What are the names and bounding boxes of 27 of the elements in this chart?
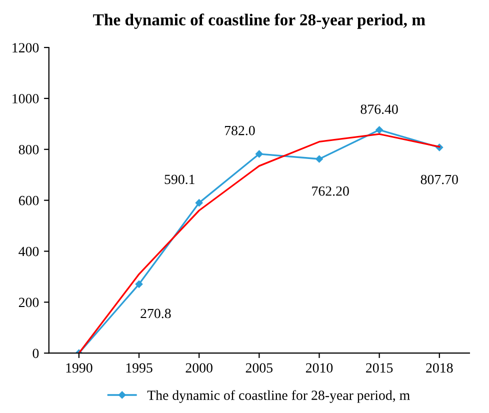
y-tick-label: 1200 [12, 43, 39, 52]
x-tick-label: 2018 [426, 363, 453, 373]
chart-title: The dynamic of coastline for 28-year period, m [93, 14, 426, 29]
point [195, 199, 203, 206]
x-tick-label: 2000 [186, 363, 212, 373]
y-tick-label: 600 [18, 196, 39, 206]
data-label: 876.40 [360, 104, 398, 114]
y-tick-label: 400 [18, 246, 39, 256]
point [256, 150, 263, 158]
y-tick-label: 0 [32, 348, 39, 358]
x-tick-label: 2010 [306, 363, 333, 373]
y-tick-label: 800 [18, 144, 39, 154]
data-label: 807.70 [420, 174, 458, 184]
point [376, 126, 383, 134]
data-label: 782.0 [225, 126, 255, 136]
point [316, 155, 323, 163]
data-label: 762.20 [312, 186, 349, 196]
y-tick-label: 200 [18, 298, 39, 308]
data-label: 590.1 [164, 174, 194, 184]
data-label: 270.8 [140, 308, 171, 318]
x-tick-label: 2005 [246, 363, 273, 373]
x-tick-label: 1990 [66, 363, 92, 373]
x-tick-label: 2015 [366, 363, 393, 373]
x-tick-label: 1995 [126, 363, 152, 373]
y-tick-label: 1000 [12, 94, 39, 104]
legend-label: The dynamic of coastline for 28-year period, m [147, 390, 410, 403]
point [135, 280, 143, 288]
